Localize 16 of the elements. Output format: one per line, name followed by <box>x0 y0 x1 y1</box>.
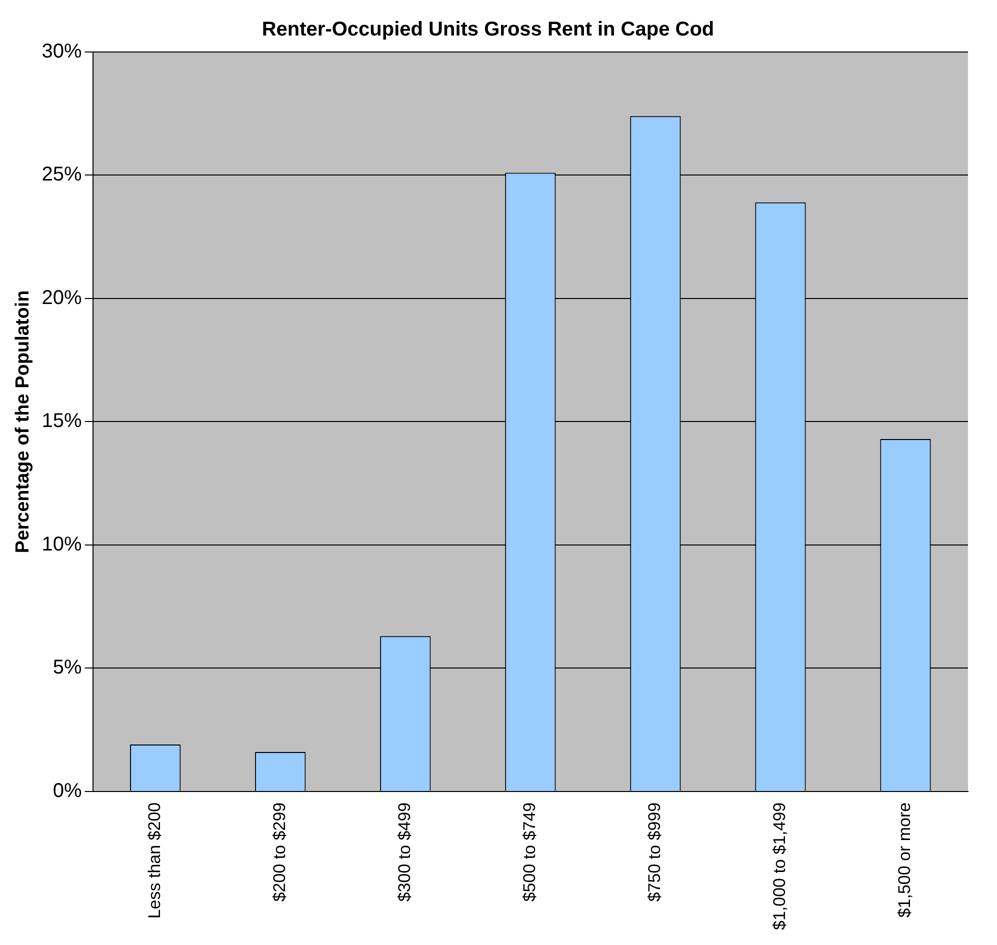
x-tick-label: $1,000 to $1,499 <box>770 802 790 930</box>
y-tick-label: 30% <box>42 40 82 63</box>
x-tick-label: $750 to $999 <box>645 802 664 902</box>
y-tick-label: 0% <box>52 780 82 802</box>
x-tick-label: $1,500 or more <box>895 802 914 918</box>
y-tick-label: 15% <box>42 410 82 432</box>
y-tick-label: 5% <box>52 656 82 679</box>
x-tick-label: $300 to $499 <box>395 802 414 902</box>
x-tick-label: Less than $200 <box>145 802 164 919</box>
x-tick-label: $500 to $749 <box>520 802 540 902</box>
y-axis-title: Percentage of the Populatoin <box>12 290 34 554</box>
x-tick-label: $200 to $299 <box>270 802 290 902</box>
chart-title: Renter-Occupied Units Gross Rent in Cape Cod <box>262 18 714 41</box>
y-tick-label: 25% <box>42 164 82 186</box>
y-tick-label: 20% <box>42 286 82 309</box>
y-tick-label: 10% <box>42 533 82 556</box>
